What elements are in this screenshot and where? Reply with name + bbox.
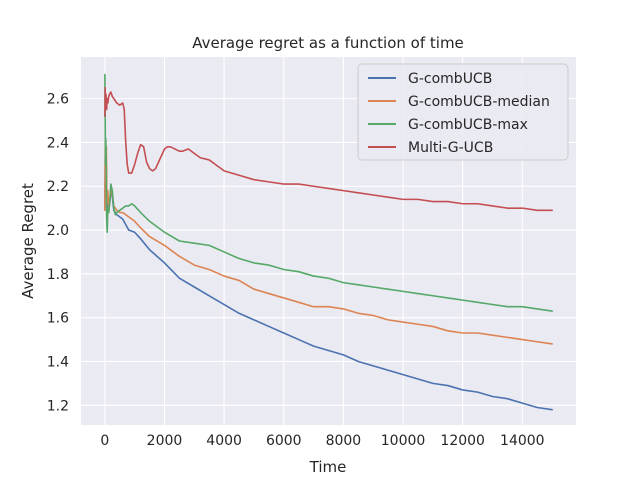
legend-box [357, 63, 569, 161]
legend: G-combUCB G-combUCB-median G-combUCB-max Mu… [357, 63, 569, 161]
chart-title: Average regret as a function of time [192, 34, 464, 52]
x-tick-label: 0 [100, 433, 109, 449]
x-tick-label: 6000 [266, 433, 302, 449]
x-tick-labels: 0 2000 4000 6000 8000 10000 12000 14000 [100, 433, 544, 449]
series-line-g-combucb-max [104, 73, 553, 312]
y-tick-label: 1.2 [47, 398, 69, 414]
y-tick-label: 2.4 [47, 135, 69, 151]
x-tick-label: 2000 [147, 433, 183, 449]
y-tick-label: 2.2 [47, 179, 69, 195]
x-tick-label: 14000 [500, 433, 545, 449]
x-tick-label: 10000 [381, 433, 426, 449]
legend-label-g-combucb-max: G-combUCB-max [408, 117, 528, 133]
x-tick-label: 4000 [206, 433, 242, 449]
legend-label-g-combucb: G-combUCB [408, 71, 492, 87]
y-tick-label: 2.0 [47, 223, 69, 239]
x-tick-label: 12000 [440, 433, 485, 449]
series-line-multi-g-ucb [104, 86, 553, 212]
y-tick-label: 1.8 [47, 267, 69, 283]
y-tick-label: 1.6 [47, 311, 69, 327]
y-tick-label: 2.6 [47, 92, 69, 108]
y-axis-label: Average Regret [19, 183, 37, 299]
series-group [104, 73, 553, 411]
x-axis-label: Time [309, 458, 347, 476]
legend-label-multi-g-ucb: Multi-G-UCB [408, 140, 493, 156]
legend-label-g-combucb-median: G-combUCB-median [408, 94, 550, 110]
x-tick-label: 8000 [326, 433, 362, 449]
y-tick-label: 1.4 [47, 354, 69, 370]
y-tick-labels: 1.2 1.4 1.6 1.8 2.0 2.2 2.4 2.6 [47, 92, 69, 415]
